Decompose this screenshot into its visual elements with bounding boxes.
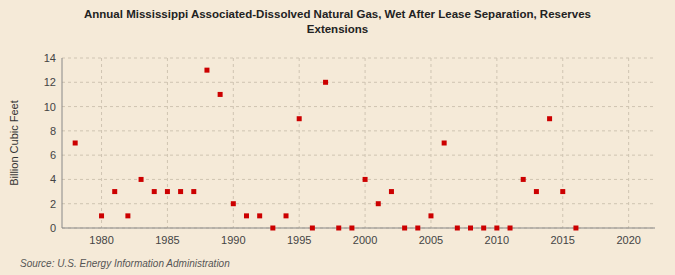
- point: [481, 226, 486, 231]
- grid-line-y: [62, 179, 655, 180]
- point: [270, 226, 275, 231]
- y-tick-label: 8: [50, 125, 56, 137]
- point: [99, 213, 104, 218]
- x-tick-label: 1995: [287, 234, 311, 246]
- y-axis-line: [62, 58, 63, 228]
- grid-line-y: [62, 130, 655, 131]
- grid-line-y: [62, 58, 655, 59]
- point: [73, 141, 78, 146]
- point: [428, 213, 433, 218]
- y-tick-label: 0: [50, 222, 56, 234]
- title: Annual Mississippi Associated-Dissolved …: [84, 8, 591, 35]
- y-tick-label: 14: [44, 52, 56, 64]
- point: [152, 189, 157, 194]
- point: [560, 189, 565, 194]
- point: [284, 213, 289, 218]
- grid-line-x: [167, 58, 168, 228]
- grid-line-y: [62, 155, 655, 156]
- y-tick-label: 4: [50, 173, 56, 185]
- point: [547, 116, 552, 121]
- point: [534, 189, 539, 194]
- point: [573, 226, 578, 231]
- point: [402, 226, 407, 231]
- y-tick-label: 2: [50, 198, 56, 210]
- x-tick-label: 1985: [155, 234, 179, 246]
- x-tick-label: 2010: [485, 234, 509, 246]
- y-tick-label: 12: [44, 76, 56, 88]
- grid-line-y: [62, 106, 655, 107]
- grid: [62, 58, 655, 228]
- point: [494, 226, 499, 231]
- x-tick-label: 1990: [221, 234, 245, 246]
- point: [323, 80, 328, 85]
- x-tick-label: 1980: [89, 234, 113, 246]
- grid-line-x: [101, 58, 102, 228]
- point: [297, 116, 302, 121]
- point: [139, 177, 144, 182]
- title-line: Extensions: [307, 23, 368, 35]
- title-line: Annual Mississippi Associated-Dissolved …: [84, 8, 591, 20]
- point: [310, 226, 315, 231]
- y-axis-label: Billion Cubic Feet: [8, 100, 20, 186]
- x-tick-label: 2015: [551, 234, 575, 246]
- grid-line-y: [62, 228, 655, 229]
- grid-line-x: [299, 58, 300, 228]
- axes: 0 2 4 6 8 10 12 14 1980 1985 1990 1995 2000 2005 2010 2…: [44, 52, 655, 246]
- point: [218, 92, 223, 97]
- point: [349, 226, 354, 231]
- grid-line-x: [430, 58, 431, 228]
- x-tick-label: 2020: [616, 234, 640, 246]
- point: [165, 189, 170, 194]
- x-tick-label: 2000: [353, 234, 377, 246]
- grid-line-y: [62, 82, 655, 83]
- grid-line-y: [62, 203, 655, 204]
- point: [244, 213, 249, 218]
- point: [455, 226, 460, 231]
- y-tick-label: 10: [44, 101, 56, 113]
- marks: [73, 68, 579, 231]
- point: [336, 226, 341, 231]
- point: [468, 226, 473, 231]
- grid-line-x: [562, 58, 563, 228]
- point: [204, 68, 209, 73]
- point: [521, 177, 526, 182]
- point: [508, 226, 513, 231]
- point: [257, 213, 262, 218]
- point: [363, 177, 368, 182]
- grid-line-x: [496, 58, 497, 228]
- point: [178, 189, 183, 194]
- point: [415, 226, 420, 231]
- point: [191, 189, 196, 194]
- background: [0, 0, 675, 275]
- annotation: Source: U.S. Energy Information Administ…: [20, 258, 230, 269]
- point: [442, 141, 447, 146]
- x-axis-line: [62, 228, 655, 229]
- x-tick-label: 2005: [419, 234, 443, 246]
- point: [112, 189, 117, 194]
- point: [231, 201, 236, 206]
- grid-line-x: [365, 58, 366, 228]
- chart: Annual Mississippi Associated-Dissolved …: [0, 0, 675, 275]
- y-tick-label: 6: [50, 149, 56, 161]
- point: [389, 189, 394, 194]
- point: [376, 201, 381, 206]
- grid-line-x: [628, 58, 629, 228]
- point: [125, 213, 130, 218]
